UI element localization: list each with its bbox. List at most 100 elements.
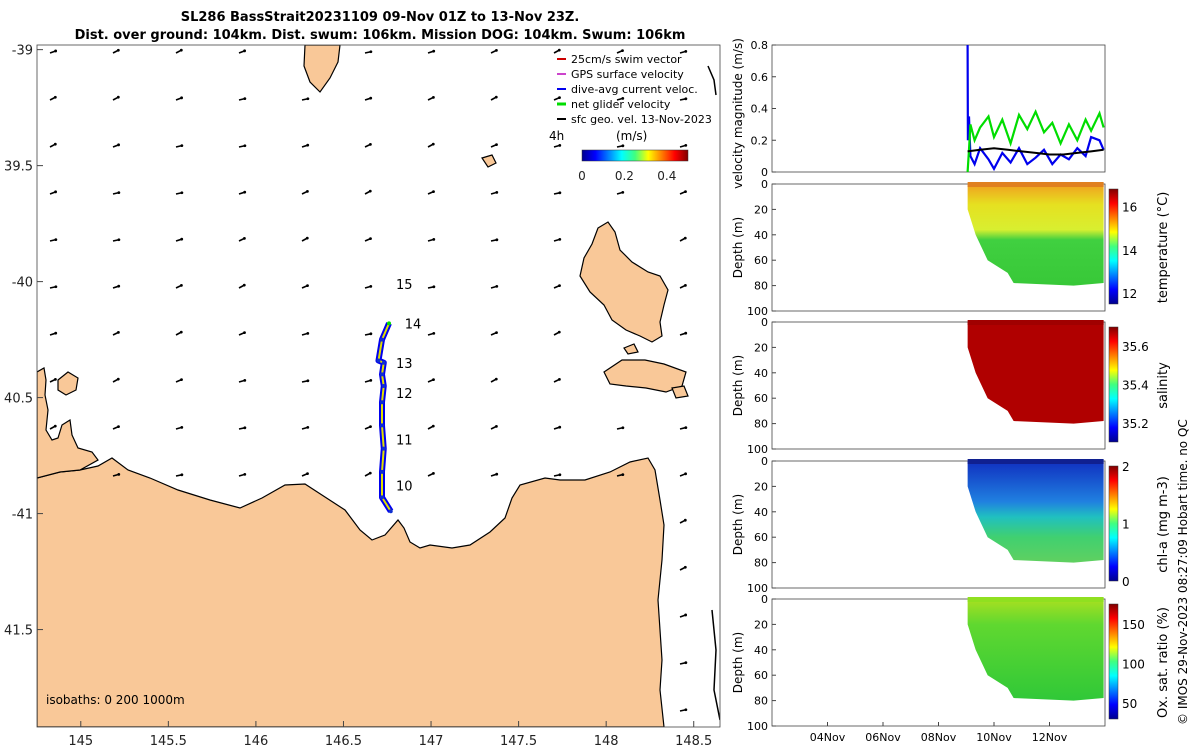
temperature-surface-band: [967, 182, 1104, 187]
track-point: [388, 509, 393, 514]
temperature-colorbar-label: temperature (°C): [1156, 192, 1171, 304]
temperature-colorbar-tick: 16: [1122, 200, 1137, 214]
velocity-panel: 0 0.2 0.4 0.6 0.8 velocity magnitude (m/s): [731, 38, 1106, 189]
track-point: [376, 358, 381, 363]
map-ytick-label: -40: [12, 276, 33, 291]
current-arrow-head: [116, 95, 120, 99]
temperature-colorbar: [1108, 188, 1119, 305]
velocity-ytick-label: 0: [761, 166, 768, 179]
small-island-land: [671, 385, 689, 399]
glider-track: [375, 321, 394, 514]
legend-label: GPS surface velocity: [571, 68, 684, 81]
current-arrow-head: [558, 284, 561, 287]
velocity-ytick-label: 0.6: [751, 71, 769, 84]
depth-tick-label: 100: [747, 305, 768, 318]
salinity-profile-fill: [967, 322, 1104, 424]
current-arrow-head: [180, 378, 183, 381]
current-arrow-head: [684, 190, 687, 193]
current-arrow-head: [305, 236, 309, 240]
depth-tick-label: 100: [747, 720, 768, 733]
chla-colorbar-tick: 2: [1122, 460, 1130, 474]
current-arrow-head: [495, 48, 498, 52]
depth-ylabel: Depth (m): [731, 632, 745, 693]
current-arrow-head: [621, 191, 625, 194]
current-arrow-head: [54, 377, 57, 381]
title-line-1: SL286 BassStrait20231109 09-Nov 01Z to 1…: [180, 10, 580, 25]
current-arrow-head: [432, 49, 436, 53]
depth-tick-label: 80: [754, 280, 768, 293]
current-arrow-head: [116, 48, 120, 52]
depth-tick-label: 40: [754, 229, 768, 242]
time-axis: 04Nov 06Nov 08Nov 10Nov 12Nov: [810, 722, 1068, 744]
current-arrow-head: [243, 379, 247, 382]
velocity-series-line: [966, 108, 1105, 173]
depth-tick-label: 100: [747, 443, 768, 456]
map-ytick-label: 41.5: [4, 624, 33, 639]
current-arrow-head: [243, 144, 247, 148]
track-point: [380, 337, 385, 342]
map-ytick-label: -41: [12, 508, 33, 523]
chla-panel: 0 20 40 60 80 100 Depth (m) 0 1 2 chl-a (mg m-3): [731, 455, 1171, 595]
current-arrow-head: [54, 285, 58, 289]
salinity-surface-band: [967, 320, 1104, 325]
current-arrow-head: [557, 330, 561, 334]
velocity-ytick-label: 0.8: [751, 39, 769, 52]
current-arrow-head: [369, 142, 372, 146]
velocity-ylabel: velocity magnitude (m/s): [731, 38, 745, 189]
colorbar-tick-label: 0.2: [615, 169, 634, 183]
current-arrow-head: [117, 191, 121, 194]
oxygen-colorbar-tick: 100: [1122, 657, 1145, 671]
current-arrow-head: [180, 426, 184, 429]
salinity-colorbar-label: salinity: [1156, 362, 1171, 409]
current-arrow-head: [621, 97, 625, 100]
salinity-colorbar-tick: 35.4: [1122, 379, 1149, 393]
salinity-colorbar-tick: 35.6: [1122, 340, 1149, 354]
map-xtick-label: 145.5: [150, 734, 187, 749]
current-arrow-head: [683, 565, 687, 569]
current-arrow-head: [684, 426, 688, 429]
track-point: [387, 321, 392, 326]
current-arrow-head: [179, 48, 183, 52]
track-point: [380, 423, 385, 428]
temperature-profile-fill: [967, 184, 1104, 286]
current-arrow-head: [369, 285, 373, 288]
map-xtick-label: 147.5: [500, 734, 537, 749]
depth-tick-label: 0: [761, 455, 768, 468]
map-legend: 25cm/s swim vector GPS surface velocity di…: [557, 53, 712, 126]
current-arrow-head: [683, 236, 687, 240]
current-arrow-head: [432, 378, 435, 381]
oxygen-surface-band: [967, 597, 1104, 602]
current-arrow-head: [117, 330, 120, 334]
current-arrow-head: [54, 238, 58, 241]
current-arrow-head: [180, 191, 184, 195]
current-arrow-head: [117, 425, 120, 428]
current-arrow-head: [243, 49, 246, 53]
map-ytick-label: 39.5: [4, 160, 33, 175]
time-tick-label: 06Nov: [865, 731, 901, 744]
current-arrow-head: [243, 426, 247, 430]
track-point: [380, 495, 385, 500]
depth-tick-label: 60: [754, 531, 768, 544]
velocity-frame: [771, 44, 1106, 173]
current-arrow-head: [495, 143, 498, 146]
day-label: 11: [396, 433, 413, 448]
current-arrow-head: [54, 190, 57, 194]
legend-label: 25cm/s swim vector: [571, 53, 682, 66]
salinity-colorbar: [1108, 326, 1119, 443]
salinity-panel: 0 20 40 60 80 100 Depth (m) 35.2 35.4 35.6 salinit…: [731, 316, 1171, 456]
velocity-ytick-label: 0.2: [751, 134, 769, 147]
depth-tick-label: 0: [761, 178, 768, 191]
map-xtick-label: 148: [594, 734, 619, 749]
current-arrow-head: [495, 191, 499, 194]
current-arrow-head: [432, 472, 435, 475]
current-arrow-head: [306, 426, 310, 429]
current-arrow-head: [243, 331, 246, 334]
current-arrow-head: [558, 191, 562, 195]
current-arrow-head: [495, 472, 499, 476]
tasmania-land: [37, 457, 665, 727]
depth-ylabel: Depth (m): [731, 355, 745, 416]
current-arrow-head: [54, 49, 58, 53]
current-arrow-head: [369, 425, 372, 428]
current-arrow-head: [557, 48, 561, 52]
